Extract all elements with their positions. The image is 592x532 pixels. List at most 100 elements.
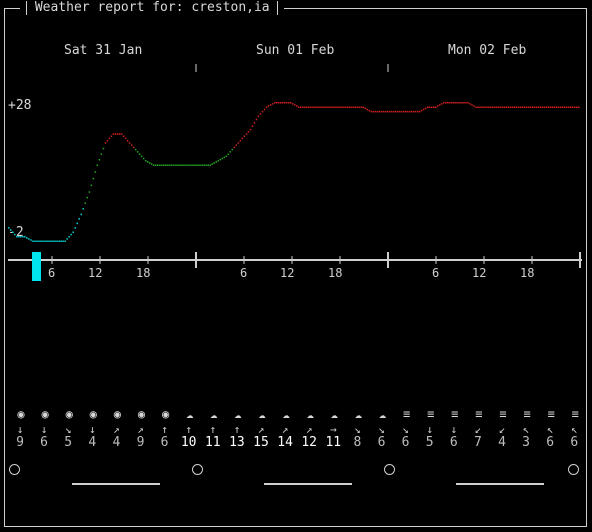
temperature-point: [487, 106, 489, 108]
temperature-point: [380, 110, 383, 113]
title-bar-left: [26, 0, 27, 15]
fog-icon: ≡: [402, 407, 411, 421]
wind-speed-value: 14: [277, 435, 293, 450]
temperature-point: [38, 240, 40, 242]
temperature-point: [420, 109, 423, 112]
temperature-point: [513, 106, 515, 108]
marker-circle: [384, 464, 395, 475]
temperature-point: [298, 106, 300, 108]
temperature-point: [388, 110, 391, 113]
temperature-point: [151, 163, 153, 165]
wind-speed-value: 5: [64, 435, 73, 450]
temperature-point: [497, 106, 499, 108]
temperature-point: [453, 102, 455, 104]
wind-arrow-icon: ↑: [209, 423, 217, 436]
fog-icon: ≡: [475, 407, 483, 421]
wind-speed-value: 7: [473, 435, 482, 450]
temperature-point: [354, 106, 356, 108]
wind-arrow-icon: ↓: [16, 423, 24, 436]
temperature-point: [346, 106, 348, 108]
temperature-point: [437, 105, 439, 107]
wind-speed-value: 13: [229, 435, 245, 450]
wind-speed-value: 5: [425, 435, 434, 450]
temperature-point: [463, 102, 465, 104]
temperature-point: [14, 233, 16, 236]
temperature-point: [157, 164, 159, 166]
temperature-point: [509, 106, 511, 108]
temperature-point: [368, 109, 370, 112]
temperature-point: [336, 106, 338, 108]
temperature-point: [576, 106, 578, 108]
hour-label: 12: [280, 266, 295, 280]
temperature-point: [503, 106, 505, 108]
temperature-point: [416, 110, 419, 113]
temperature-point: [318, 106, 320, 108]
temperature-point: [213, 162, 215, 164]
temperature-point: [519, 106, 522, 108]
hour-label: 18: [520, 266, 535, 280]
temperature-point: [310, 106, 312, 108]
temperature-point: [245, 133, 248, 135]
temperature-point: [163, 164, 165, 166]
temperature-point: [479, 106, 481, 108]
temperature-point: [565, 106, 568, 108]
temperature-point: [296, 105, 298, 107]
temperature-point: [455, 102, 457, 104]
temperature-point: [334, 106, 336, 108]
wind-arrow-icon: ↘: [402, 423, 409, 436]
temperature-point: [142, 157, 145, 160]
temperature-point: [485, 106, 487, 108]
temperature-point: [459, 102, 461, 104]
temperature-point: [253, 122, 256, 124]
temperature-point: [531, 106, 534, 108]
temperature-point: [290, 102, 292, 104]
wind-arrow-icon: ↗: [281, 423, 289, 436]
temperature-point: [364, 107, 366, 110]
temperature-point: [197, 164, 199, 166]
sun-icon: ◉: [161, 407, 170, 421]
temperature-point: [275, 102, 278, 104]
temperature-point: [312, 106, 314, 108]
temperature-point: [338, 106, 340, 108]
temperature-point: [153, 164, 155, 166]
temperature-point: [22, 236, 24, 238]
temperature-point: [483, 106, 485, 108]
temperature-point: [42, 240, 44, 242]
day-label: Sat 31 Jan: [64, 43, 143, 58]
wind-speed-value: 6: [40, 435, 48, 450]
temperature-point: [108, 137, 111, 140]
temperature-point: [48, 240, 50, 242]
sun-icon: ◉: [65, 407, 73, 421]
temperature-point: [408, 110, 411, 113]
temperature-point: [382, 110, 385, 113]
sun-icon: ◉: [17, 407, 25, 421]
day-label: Sun 01 Feb: [256, 43, 335, 58]
temperature-point: [324, 106, 326, 108]
temperature-point: [412, 110, 415, 113]
temperature-point: [193, 164, 195, 166]
wind-arrow-icon: ↑: [233, 423, 241, 436]
temperature-point: [191, 164, 193, 166]
temperature-point: [26, 237, 28, 239]
temperature-point: [114, 133, 117, 135]
temperature-point: [251, 125, 254, 127]
cloud-icon: ☁: [282, 407, 290, 421]
temperature-point: [229, 151, 231, 153]
temperature-point: [501, 106, 503, 108]
temperature-point: [132, 146, 135, 149]
temperature-point: [571, 106, 574, 108]
temperature-point: [221, 157, 223, 160]
temperature-point: [54, 240, 56, 242]
temperature-point: [138, 153, 141, 155]
temperature-point: [134, 148, 137, 151]
temperature-point: [74, 227, 76, 229]
temperature-point: [431, 106, 433, 108]
temperature-point: [439, 104, 441, 106]
temperature-point: [447, 102, 449, 104]
temperature-point: [32, 240, 34, 242]
temperature-point: [481, 106, 483, 108]
fog-icon: ≡: [427, 407, 435, 421]
temperature-point: [263, 108, 266, 111]
temperature-point: [559, 106, 562, 108]
temperature-point: [435, 106, 437, 108]
